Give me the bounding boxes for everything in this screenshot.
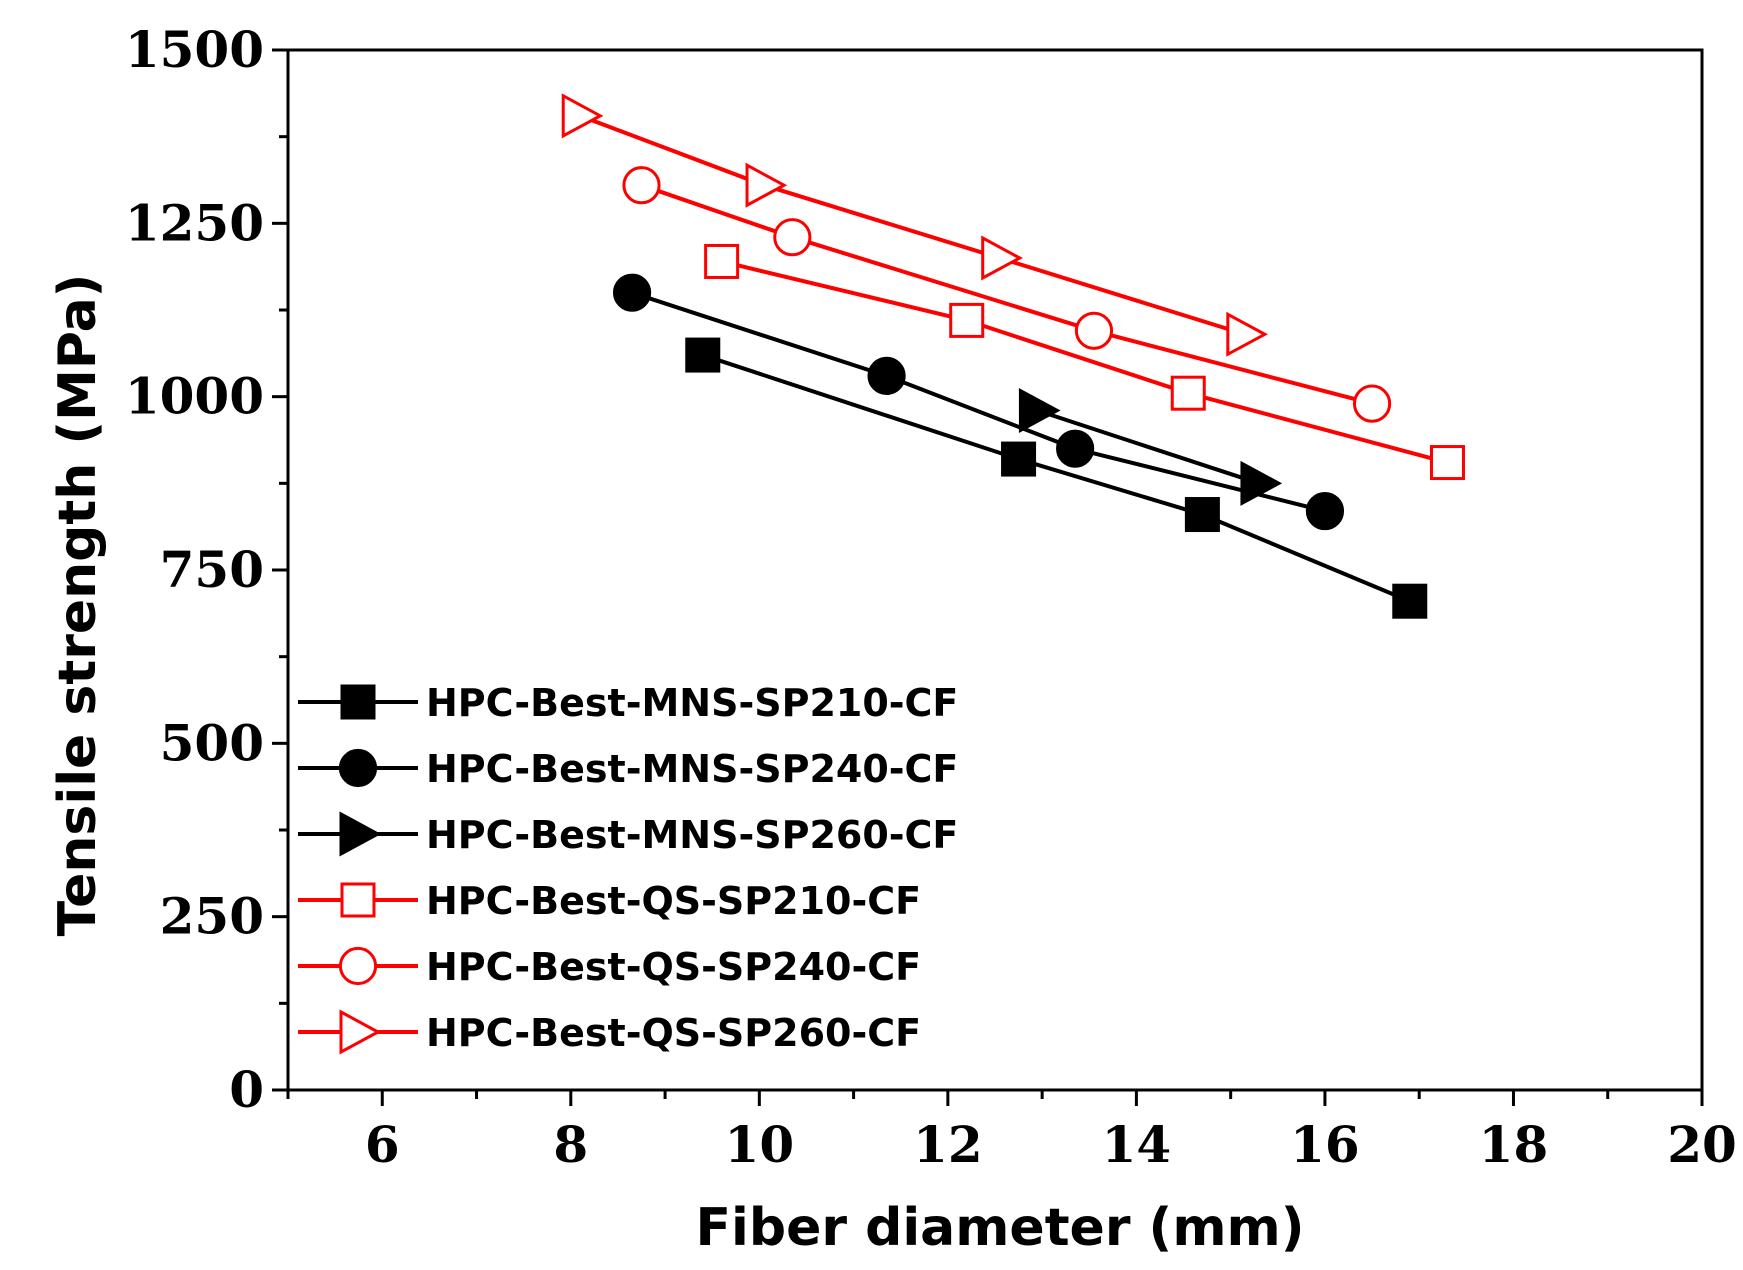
legend-marker xyxy=(338,748,378,788)
data-point xyxy=(1240,460,1283,506)
data-point xyxy=(1018,388,1061,434)
legend-marker xyxy=(338,946,378,986)
legend-entry: HPC-Best-MNS-SP210-CF xyxy=(298,681,958,725)
x-tick-label: 18 xyxy=(1479,1115,1549,1174)
data-point xyxy=(1352,384,1392,423)
y-tick-label: 1250 xyxy=(125,193,264,252)
legend-label: HPC-Best-MNS-SP260-CF xyxy=(426,813,958,857)
y-tick-label: 0 xyxy=(229,1060,264,1119)
plot-layer xyxy=(561,93,1465,619)
legend-label: HPC-Best-QS-SP210-CF xyxy=(426,879,921,923)
series-line xyxy=(579,113,1246,337)
data-point xyxy=(1001,441,1037,477)
series-HPC-Best-MNS-SP210-CF xyxy=(685,337,1428,619)
data-point xyxy=(612,273,652,312)
series-line xyxy=(640,183,1373,406)
legend-entry: HPC-Best-QS-SP210-CF xyxy=(298,879,921,923)
legend-entry: HPC-Best-MNS-SP260-CF xyxy=(298,811,958,857)
series-HPC-Best-QS-SP260-CF xyxy=(561,93,1268,357)
data-point xyxy=(867,356,906,395)
y-tick-label: 750 xyxy=(160,540,264,599)
series-line xyxy=(702,353,1411,604)
x-axis-title: Fiber diameter (mm) xyxy=(696,1198,1305,1258)
series-line xyxy=(721,259,1448,465)
plot-frame xyxy=(286,48,1704,1092)
legend-entry: HPC-Best-MNS-SP240-CF xyxy=(298,747,958,791)
x-tick-label: 8 xyxy=(553,1115,588,1174)
series-HPC-Best-QS-SP210-CF xyxy=(704,243,1465,481)
data-point xyxy=(1305,491,1345,531)
data-point xyxy=(1056,429,1095,468)
data-point xyxy=(704,243,740,279)
data-point xyxy=(1429,445,1465,481)
legend-label: HPC-Best-MNS-SP210-CF xyxy=(426,681,958,725)
x-tick-label: 12 xyxy=(913,1115,983,1174)
series-HPC-Best-MNS-SP240-CF xyxy=(612,273,1345,531)
legend-marker xyxy=(339,1009,382,1055)
x-tick-label: 20 xyxy=(1667,1115,1737,1174)
data-point xyxy=(949,302,985,338)
legend-entry: HPC-Best-QS-SP260-CF xyxy=(298,1009,921,1055)
legend-entry: HPC-Best-QS-SP240-CF xyxy=(298,945,921,989)
series-HPC-Best-MNS-SP260-CF xyxy=(1018,388,1283,506)
y-tick-label: 250 xyxy=(160,887,264,946)
data-point xyxy=(1170,375,1206,411)
data-point xyxy=(745,162,788,208)
x-tick-label: 10 xyxy=(725,1115,795,1174)
data-point xyxy=(685,337,721,373)
y-tick-label: 1500 xyxy=(125,20,264,79)
x-tick-label: 16 xyxy=(1290,1115,1360,1174)
legend-label: HPC-Best-MNS-SP240-CF xyxy=(426,747,958,791)
legend-label: HPC-Best-QS-SP240-CF xyxy=(426,945,921,989)
series-line xyxy=(1036,408,1260,486)
y-axis-title: Tensile strength (MPa) xyxy=(48,274,108,937)
legend-marker xyxy=(339,811,382,857)
legend-label: HPC-Best-QS-SP260-CF xyxy=(426,1011,921,1055)
series-HPC-Best-QS-SP240-CF xyxy=(622,166,1392,423)
x-tick-label: 14 xyxy=(1102,1115,1172,1174)
data-point xyxy=(1184,497,1220,533)
y-tick-label: 1000 xyxy=(125,367,264,426)
x-tick-label: 6 xyxy=(365,1115,400,1174)
legend-marker xyxy=(340,882,376,918)
tick-layer: 6 8 10 12 14 16 18 20 0 250 500 750 1000 1250 1500 xyxy=(125,20,1737,1174)
y-tick-label: 500 xyxy=(160,713,264,772)
data-point xyxy=(981,235,1023,281)
data-point xyxy=(773,218,812,257)
axes-frame xyxy=(286,48,1704,1092)
data-point xyxy=(1226,311,1268,357)
data-point xyxy=(1392,583,1428,619)
legend: HPC-Best-MNS-SP210-CF HPC-Best-MNS-SP240-… xyxy=(298,681,958,1055)
legend-marker xyxy=(340,684,376,720)
data-point xyxy=(622,166,661,205)
data-point xyxy=(1074,311,1114,350)
data-point xyxy=(561,93,604,139)
series-line xyxy=(631,290,1326,514)
